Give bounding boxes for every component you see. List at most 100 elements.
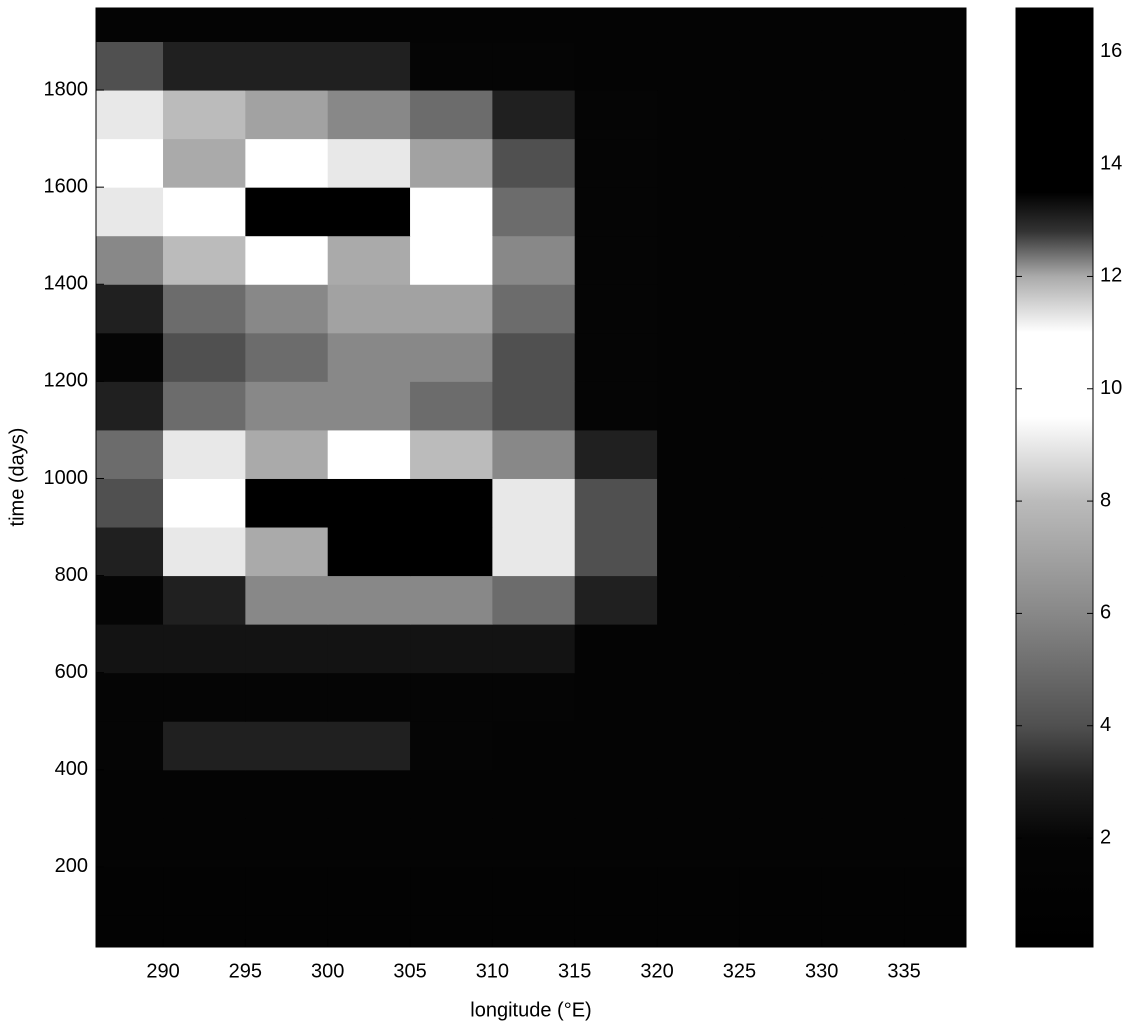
- heatmap-cell: [904, 818, 967, 868]
- heatmap-cell: [245, 284, 329, 334]
- heatmap-cell: [574, 672, 658, 722]
- y-tick-label: 600: [55, 661, 88, 683]
- heatmap-cell: [492, 672, 576, 722]
- heatmap-cell: [574, 332, 658, 382]
- heatmap-cell: [492, 527, 576, 577]
- heatmap-cell: [96, 332, 164, 382]
- heatmap-cell: [492, 187, 576, 237]
- heatmap-cell: [410, 90, 493, 140]
- x-tick-label: 330: [805, 960, 838, 982]
- y-tick-label: 400: [55, 758, 88, 780]
- heatmap-cell: [245, 41, 329, 91]
- heatmap-cell: [821, 769, 905, 819]
- heatmap-cell: [574, 429, 658, 479]
- heatmap-cell: [245, 575, 329, 625]
- heatmap-cell: [739, 332, 823, 382]
- heatmap-cell: [821, 527, 905, 577]
- heatmap-cell: [904, 138, 967, 188]
- heatmap-cell: [904, 915, 967, 948]
- heatmap-cell: [821, 284, 905, 334]
- heatmap-cell: [739, 769, 823, 819]
- heatmap-cell: [96, 8, 164, 43]
- heatmap-cell: [163, 527, 246, 577]
- heatmap-cell: [96, 478, 164, 528]
- heatmap-cell: [327, 624, 411, 674]
- heatmap-cell: [739, 915, 823, 948]
- heatmap-cell: [245, 90, 329, 140]
- heatmap-cell: [904, 478, 967, 528]
- heatmap-cell: [245, 721, 329, 771]
- heatmap-cell: [96, 284, 164, 334]
- heatmap-cell: [327, 332, 411, 382]
- x-tick-label: 315: [558, 960, 591, 982]
- heatmap-cell: [163, 332, 246, 382]
- heatmap-cell: [492, 138, 576, 188]
- heatmap-cell: [821, 138, 905, 188]
- heatmap-cell: [821, 8, 905, 43]
- heatmap-cell: [245, 672, 329, 722]
- heatmap-cell: [904, 41, 967, 91]
- heatmap-cell: [574, 866, 658, 916]
- colorbar-tick-label: 10: [1100, 377, 1122, 399]
- heatmap-cell: [739, 429, 823, 479]
- heatmap-cell: [904, 527, 967, 577]
- heatmap-cell: [739, 235, 823, 285]
- x-tick-label: 300: [311, 960, 344, 982]
- heatmap-cell: [739, 478, 823, 528]
- heatmap-cell: [163, 41, 246, 91]
- heatmap-cell: [904, 672, 967, 722]
- heatmap-cell: [163, 429, 246, 479]
- x-axis-label: longitude (°E): [470, 999, 591, 1021]
- heatmap-cell: [739, 381, 823, 431]
- heatmap-cell: [96, 90, 164, 140]
- heatmap-cell: [492, 41, 576, 91]
- heatmap-cell: [904, 90, 967, 140]
- x-tick-label: 295: [229, 960, 262, 982]
- heatmap-cell: [739, 90, 823, 140]
- heatmap-cell: [904, 769, 967, 819]
- heatmap-cell: [163, 138, 246, 188]
- y-tick-label: 1200: [44, 370, 89, 392]
- x-tick-label: 335: [887, 960, 920, 982]
- heatmap-cell: [904, 381, 967, 431]
- heatmap-cell: [739, 527, 823, 577]
- heatmap-cell: [410, 721, 493, 771]
- heatmap-cell: [739, 284, 823, 334]
- heatmap-cell: [245, 915, 329, 948]
- y-tick-label: 800: [55, 564, 88, 586]
- heatmap-cell: [492, 90, 576, 140]
- x-tick-label: 305: [393, 960, 426, 982]
- x-tick-label: 290: [146, 960, 179, 982]
- heatmap-cell: [821, 672, 905, 722]
- heatmap-cell: [574, 818, 658, 868]
- heatmap-cell: [492, 866, 576, 916]
- heatmap-cell: [245, 138, 329, 188]
- heatmap-cell: [657, 527, 740, 577]
- heatmap-cell: [492, 429, 576, 479]
- heatmap-cell: [657, 332, 740, 382]
- heatmap-cell: [163, 381, 246, 431]
- colorbar-tick-label: 8: [1100, 489, 1111, 511]
- heatmap-cell: [327, 41, 411, 91]
- heatmap-cell: [96, 624, 164, 674]
- heatmap-cell: [327, 8, 411, 43]
- heatmap-cell: [327, 381, 411, 431]
- heatmap-cell: [657, 769, 740, 819]
- heatmap-cell: [492, 721, 576, 771]
- heatmap-cell: [492, 8, 576, 43]
- heatmap-cell: [657, 187, 740, 237]
- heatmap-cell: [245, 381, 329, 431]
- heatmap-cell: [574, 575, 658, 625]
- heatmap-cell: [657, 429, 740, 479]
- heatmap-cell: [821, 478, 905, 528]
- colorbar-tick-label: 4: [1100, 714, 1111, 736]
- heatmap-cell: [410, 284, 493, 334]
- heatmap-cell: [657, 478, 740, 528]
- heatmap-cell: [739, 721, 823, 771]
- heatmap-cell: [904, 575, 967, 625]
- heatmap-cell: [574, 527, 658, 577]
- heatmap-cell: [410, 769, 493, 819]
- heatmap-cell: [410, 138, 493, 188]
- heatmap-cell: [163, 818, 246, 868]
- heatmap-cell: [163, 235, 246, 285]
